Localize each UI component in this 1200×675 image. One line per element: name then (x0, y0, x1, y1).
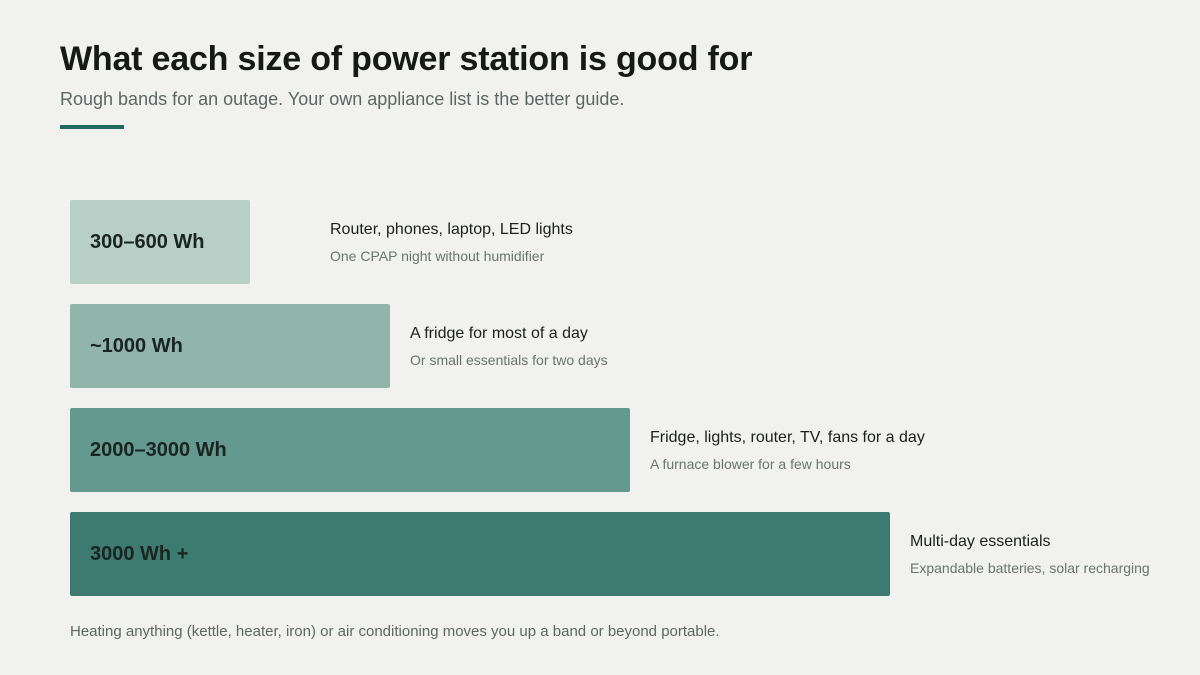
footnote: Heating anything (kettle, heater, iron) … (70, 623, 720, 640)
band-label: ~1000 Wh (90, 335, 183, 357)
band-bar-3: 2000–3000 Wh (70, 408, 630, 492)
band-description-main: Router, phones, laptop, LED lights (330, 221, 573, 238)
band-description-main: Multi-day essentials (910, 533, 1051, 550)
band-bar-1: 300–600 Wh (70, 200, 250, 284)
band-description-3: Fridge, lights, router, TV, fans for a d… (650, 428, 925, 473)
band-description-sub: A furnace blower for a few hours (650, 456, 851, 472)
band-description-4: Multi-day essentials Expandable batteries… (910, 532, 1150, 577)
chart-subtitle: Rough bands for an outage. Your own appl… (60, 89, 625, 109)
band-description-1: Router, phones, laptop, LED lights One CP… (330, 220, 573, 265)
accent-rule (60, 125, 124, 129)
band-bar-2: ~1000 Wh (70, 304, 390, 388)
band-description-sub: Expandable batteries, solar recharging (910, 560, 1150, 576)
band-description-main: Fridge, lights, router, TV, fans for a d… (650, 429, 925, 446)
band-description-sub: One CPAP night without humidifier (330, 248, 545, 264)
band-label: 3000 Wh + (90, 543, 189, 565)
band-label: 300–600 Wh (90, 231, 205, 253)
band-description-main: A fridge for most of a day (410, 325, 588, 342)
chart-title: What each size of power station is good … (60, 40, 753, 78)
band-description-sub: Or small essentials for two days (410, 352, 608, 368)
band-bar-4: 3000 Wh + (70, 512, 890, 596)
band-description-2: A fridge for most of a day Or small essen… (410, 324, 608, 369)
band-label: 2000–3000 Wh (90, 439, 227, 461)
